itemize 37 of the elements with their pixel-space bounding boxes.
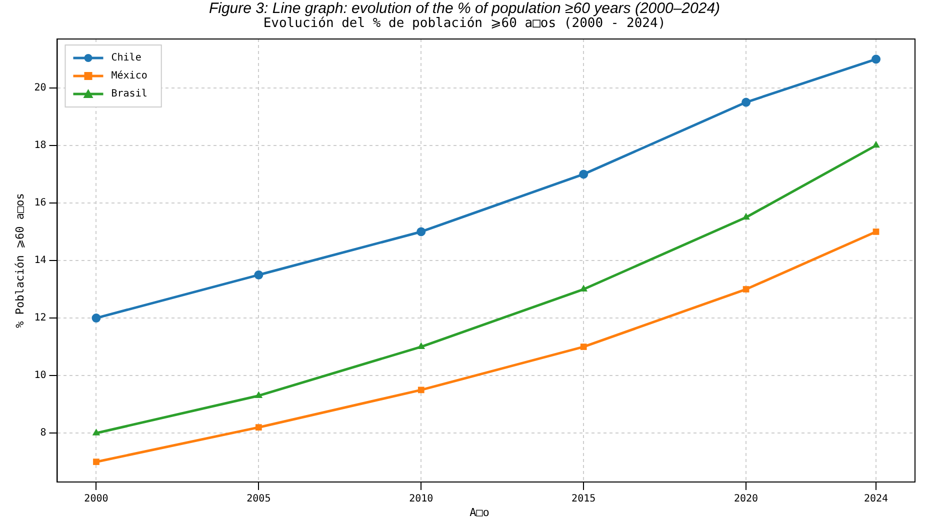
y-tick-label: 16	[34, 198, 46, 209]
legend-label: Chile	[111, 52, 142, 64]
point	[254, 391, 263, 398]
x-tick-label: 2020	[734, 494, 758, 505]
x-axis-title: A□o	[468, 506, 490, 519]
point	[742, 212, 750, 220]
point	[93, 458, 100, 466]
caption: Figure 3: Line graph: evolution of the % of population ≥60 years (2000–2024)	[208, 0, 722, 17]
point	[872, 140, 880, 148]
x-tick-label: 2000	[84, 494, 108, 505]
chart-title: Evolución del % de población ⩾60 a□os (2000 - 2024)	[262, 16, 666, 31]
y-axis-title: % Población ⩾60 a□os	[13, 193, 26, 328]
x-tick-label: 2024	[864, 494, 888, 505]
point	[92, 428, 100, 436]
point	[580, 344, 587, 350]
point	[579, 170, 588, 179]
x-tick-label: 2015	[572, 494, 596, 505]
point	[872, 228, 880, 235]
point	[256, 424, 262, 431]
y-tick-label: 18	[34, 140, 46, 152]
x-tick-label: 2010	[409, 494, 434, 505]
point	[418, 386, 424, 394]
point	[254, 270, 264, 280]
point	[742, 286, 750, 292]
y-tick-label: 14	[34, 255, 46, 266]
point	[92, 314, 101, 323]
y-tick-label: 20	[34, 82, 46, 94]
point	[416, 227, 426, 236]
y-tick-label: 8	[40, 428, 46, 439]
x-tick-label: 2005	[246, 494, 271, 505]
legend-label: México	[111, 70, 148, 82]
y-tick-label: 10	[34, 370, 46, 382]
point	[742, 98, 751, 107]
point	[872, 54, 881, 64]
point	[417, 342, 426, 350]
y-tick-label: 12	[34, 312, 46, 324]
legend-label: Brasil	[111, 88, 148, 100]
